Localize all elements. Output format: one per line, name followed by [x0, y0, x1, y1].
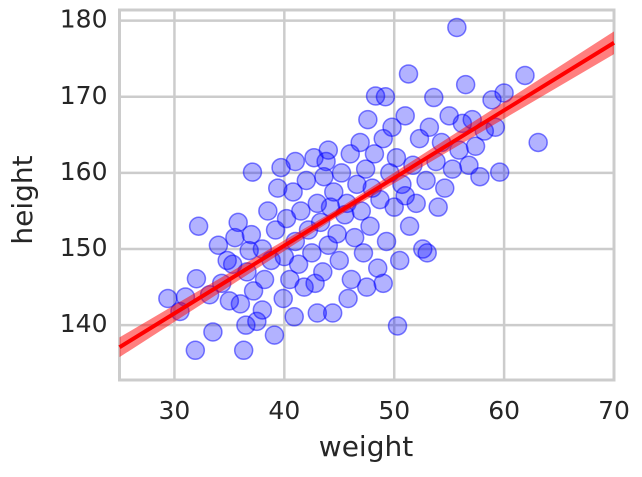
- point: [258, 201, 278, 221]
- point: [188, 216, 209, 236]
- x-tick-label: 60: [488, 396, 520, 425]
- x-tick-label: 50: [378, 396, 410, 425]
- point: [482, 90, 502, 110]
- point: [375, 87, 396, 107]
- point: [285, 151, 306, 172]
- point: [338, 288, 358, 309]
- point: [271, 157, 291, 178]
- y-tick-label: 160: [60, 157, 108, 186]
- point: [233, 340, 254, 361]
- point: [236, 315, 256, 335]
- point: [344, 227, 365, 248]
- point: [364, 144, 385, 164]
- point: [395, 106, 415, 126]
- point: [305, 273, 325, 294]
- point: [327, 224, 347, 244]
- point: [288, 254, 309, 275]
- point: [347, 174, 367, 195]
- y-axis-label: height: [6, 155, 39, 244]
- plot-frame: [118, 8, 616, 382]
- point: [528, 132, 548, 153]
- point: [470, 166, 490, 187]
- point: [203, 322, 223, 342]
- point: [241, 224, 262, 245]
- point: [247, 311, 267, 332]
- y-tick-label: 180: [60, 5, 108, 34]
- point: [186, 268, 207, 289]
- point: [365, 86, 386, 106]
- point: [386, 147, 407, 168]
- point: [284, 307, 304, 327]
- point: [387, 316, 408, 336]
- x-tick-label: 40: [268, 396, 300, 425]
- point: [395, 186, 415, 206]
- y-tick-label: 140: [60, 309, 108, 338]
- point: [267, 178, 288, 198]
- regression-line: [118, 41, 616, 349]
- point: [318, 140, 339, 160]
- point: [465, 136, 486, 157]
- point: [428, 197, 448, 217]
- point: [228, 212, 248, 233]
- point: [264, 325, 285, 345]
- point: [455, 74, 476, 95]
- point: [382, 117, 402, 137]
- point: [416, 170, 436, 191]
- point: [442, 159, 463, 179]
- point: [489, 162, 510, 182]
- point: [406, 193, 426, 214]
- point: [307, 303, 328, 323]
- point: [273, 288, 293, 309]
- point: [225, 227, 245, 248]
- point: [376, 231, 397, 252]
- point: [350, 132, 370, 153]
- point: [313, 262, 333, 282]
- point: [219, 291, 240, 311]
- point: [302, 243, 322, 263]
- point: [398, 64, 419, 84]
- point: [283, 182, 303, 202]
- point: [341, 269, 362, 290]
- point: [294, 277, 314, 297]
- point: [399, 216, 420, 236]
- point: [515, 65, 535, 86]
- point: [435, 178, 455, 198]
- y-tick-label: 170: [60, 81, 108, 110]
- point: [331, 163, 352, 183]
- point: [447, 17, 467, 38]
- point: [419, 117, 440, 137]
- point: [324, 182, 344, 202]
- x-tick-label: 30: [159, 396, 191, 425]
- x-axis-label: weight: [319, 430, 413, 463]
- point: [291, 201, 311, 221]
- point: [373, 273, 393, 294]
- point: [329, 250, 350, 271]
- point: [254, 269, 275, 290]
- point: [296, 170, 317, 191]
- x-tick-label: 70: [598, 396, 630, 425]
- point: [208, 235, 229, 255]
- point: [417, 243, 437, 263]
- point: [424, 87, 444, 108]
- y-tick-label: 150: [60, 233, 108, 262]
- point: [358, 109, 378, 130]
- point: [389, 250, 410, 271]
- point: [353, 243, 374, 263]
- point: [230, 294, 251, 314]
- point: [252, 300, 273, 320]
- point: [355, 159, 376, 179]
- point: [185, 340, 206, 361]
- point: [322, 303, 343, 323]
- point: [360, 216, 380, 236]
- point: [242, 162, 263, 182]
- point: [357, 277, 377, 297]
- point: [217, 250, 237, 271]
